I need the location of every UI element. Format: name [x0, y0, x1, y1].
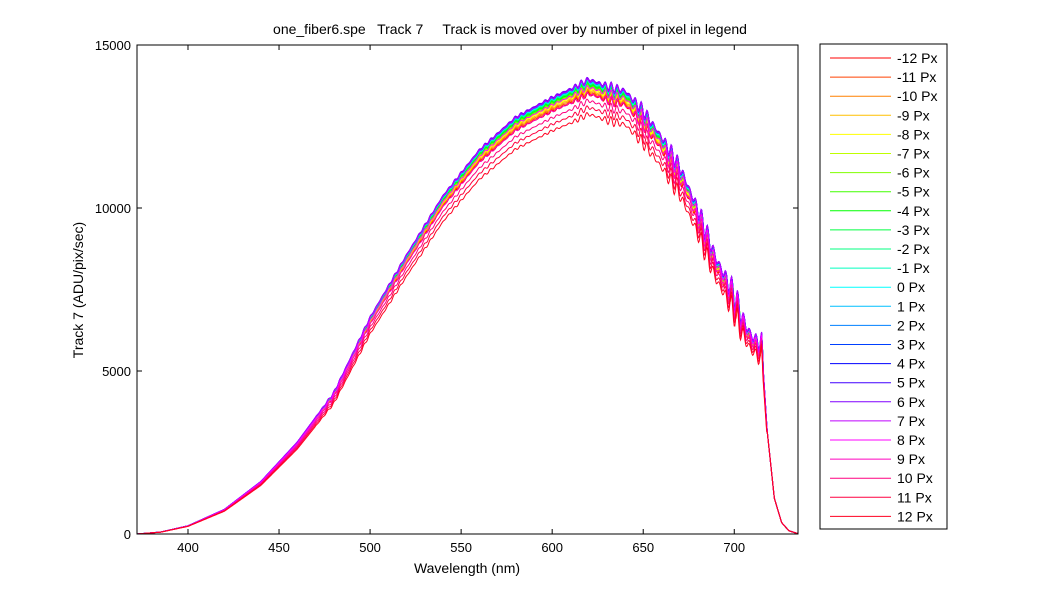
legend-label: -8 Px	[897, 126, 930, 142]
legend-label: 6 Px	[897, 394, 925, 410]
x-tick-label: 600	[541, 540, 563, 555]
x-tick-label: 400	[177, 540, 199, 555]
legend-entry: -9 Px	[830, 107, 930, 123]
plot-background	[137, 45, 798, 534]
legend-entry: -4 Px	[830, 203, 930, 219]
x-tick-label: 500	[359, 540, 381, 555]
x-axis-ticks: 400 450 500 550 600 650 700	[177, 45, 745, 555]
y-axis-ticks: 0 5000 10000 15000	[95, 38, 798, 542]
series-line	[136, 111, 799, 535]
legend-entry: 0 Px	[830, 279, 925, 295]
legend-entry: 2 Px	[830, 317, 925, 333]
legend-label: -2 Px	[897, 241, 930, 257]
x-tick-label: 450	[268, 540, 290, 555]
legend-label: 0 Px	[897, 279, 925, 295]
legend-entry: -5 Px	[830, 184, 930, 200]
legend-label: -6 Px	[897, 165, 930, 181]
legend-label: 3 Px	[897, 337, 925, 353]
legend-entry: -3 Px	[830, 222, 930, 238]
legend-label: -12 Px	[897, 50, 937, 66]
legend-label: -7 Px	[897, 146, 930, 162]
legend-label: -3 Px	[897, 222, 930, 238]
series-line	[136, 105, 799, 535]
plot-frame	[136, 44, 799, 535]
series-line	[136, 84, 799, 535]
series-layer	[136, 76, 799, 535]
legend-label: -9 Px	[897, 107, 930, 123]
legend-label: -1 Px	[897, 260, 930, 276]
legend-entry: -12 Px	[830, 50, 937, 66]
legend: -12 Px -11 Px -10 Px -9 Px -8 Px -7 Px -6 Px -5…	[819, 43, 948, 530]
legend-label: 7 Px	[897, 413, 925, 429]
legend-entry: 6 Px	[830, 394, 925, 410]
y-tick-label: 5000	[102, 364, 131, 379]
legend-entry: -7 Px	[830, 146, 930, 162]
legend-entry: -11 Px	[830, 69, 936, 85]
legend-entry: 3 Px	[830, 337, 925, 353]
legend-entry: -1 Px	[830, 260, 930, 276]
legend-entry: -8 Px	[830, 126, 930, 142]
legend-entry: -2 Px	[830, 241, 930, 257]
legend-entry: 11 Px	[830, 489, 932, 505]
legend-entry: 5 Px	[830, 375, 925, 391]
legend-label: 9 Px	[897, 451, 925, 467]
legend-entry: 12 Px	[830, 508, 933, 524]
legend-label: 1 Px	[897, 298, 925, 314]
series-line	[136, 98, 799, 535]
legend-entry: 4 Px	[830, 356, 925, 372]
y-axis-label: Track 7 (ADU/pix/sec)	[70, 222, 86, 358]
y-tick-label: 10000	[95, 201, 131, 216]
legend-entry: 7 Px	[830, 413, 925, 429]
x-tick-label: 650	[632, 540, 654, 555]
series-line	[136, 91, 799, 535]
legend-label: -4 Px	[897, 203, 930, 219]
legend-label: -11 Px	[897, 69, 936, 85]
legend-label: 8 Px	[897, 432, 925, 448]
legend-entry: -10 Px	[830, 88, 937, 104]
series-line	[136, 78, 799, 535]
legend-entry: 8 Px	[830, 432, 925, 448]
legend-label: 4 Px	[897, 356, 925, 372]
legend-label: 12 Px	[897, 508, 933, 524]
x-axis-label: Wavelength (nm)	[414, 560, 520, 576]
legend-label: 10 Px	[897, 470, 933, 486]
legend-entry: 9 Px	[830, 451, 925, 467]
legend-entry: -6 Px	[830, 165, 930, 181]
legend-items: -12 Px -11 Px -10 Px -9 Px -8 Px -7 Px -6 Px -5…	[830, 50, 937, 524]
x-tick-label: 700	[723, 540, 745, 555]
legend-label: -5 Px	[897, 184, 930, 200]
legend-entry: 1 Px	[830, 298, 925, 314]
legend-label: -10 Px	[897, 88, 937, 104]
y-tick-label: 15000	[95, 38, 131, 53]
chart-title: one_fiber6.spe Track 7 Track is moved ov…	[273, 21, 747, 37]
legend-label: 11 Px	[897, 489, 932, 505]
x-tick-label: 550	[450, 540, 472, 555]
y-tick-label: 0	[124, 527, 131, 542]
legend-label: 5 Px	[897, 375, 925, 391]
plot-area: 400 450 500 550 600 650 700 0 5000 10000 15000	[95, 38, 799, 555]
legend-entry: 10 Px	[830, 470, 933, 486]
legend-label: 2 Px	[897, 317, 925, 333]
legend-box	[819, 43, 948, 530]
